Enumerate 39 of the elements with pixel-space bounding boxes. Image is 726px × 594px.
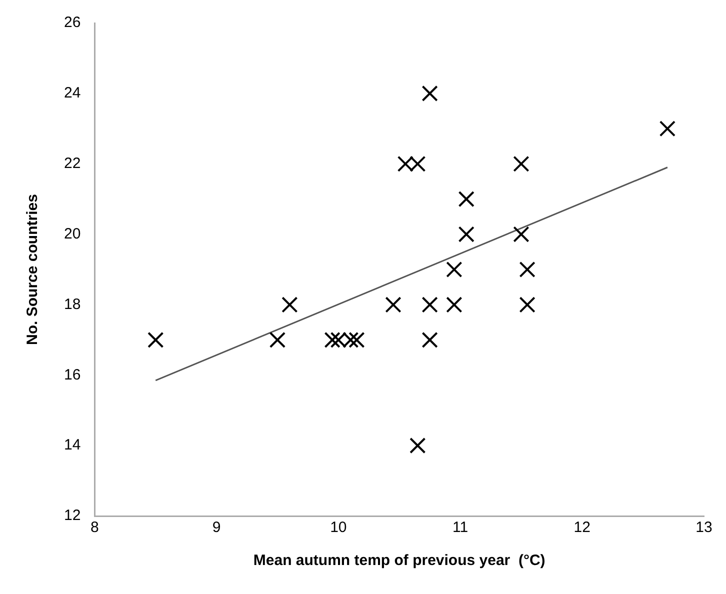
point	[410, 438, 426, 454]
y-tick-label: 26	[64, 14, 81, 32]
y-tick-label: 14	[64, 436, 81, 454]
point	[348, 332, 365, 348]
x-tick-label: 12	[574, 519, 590, 536]
point	[659, 120, 676, 137]
point	[458, 226, 474, 242]
point	[282, 296, 298, 313]
point	[513, 156, 530, 172]
point	[513, 226, 530, 242]
y-tick-label: 24	[64, 84, 81, 102]
point	[446, 261, 462, 278]
point	[324, 332, 340, 348]
point	[385, 296, 402, 313]
y-tick-label: 12	[64, 507, 81, 524]
x-tick-label: 11	[452, 519, 468, 536]
x-tick-label: 9	[212, 519, 221, 536]
point	[519, 261, 536, 278]
point	[446, 296, 462, 313]
y-tick-label: 18	[64, 296, 81, 313]
y-tick-label: 20	[64, 225, 81, 242]
point	[422, 85, 438, 102]
point	[519, 296, 536, 313]
point	[269, 332, 286, 348]
point	[410, 156, 426, 172]
point	[422, 332, 438, 348]
point	[458, 191, 474, 208]
point	[342, 332, 359, 348]
point	[422, 296, 438, 313]
point	[148, 332, 164, 348]
x-tick-label: 13	[696, 519, 712, 536]
point	[330, 332, 346, 348]
point	[397, 156, 414, 172]
y-tick-label: 16	[64, 366, 81, 384]
y-tick-label: 22	[64, 155, 81, 172]
x-tick-label: 10	[330, 519, 347, 536]
x-tick-label: 8	[90, 519, 99, 536]
x-axis-title: Mean autumn temp of previous year (°C)	[253, 552, 546, 570]
y-axis-title: No. Source countries	[24, 194, 42, 345]
